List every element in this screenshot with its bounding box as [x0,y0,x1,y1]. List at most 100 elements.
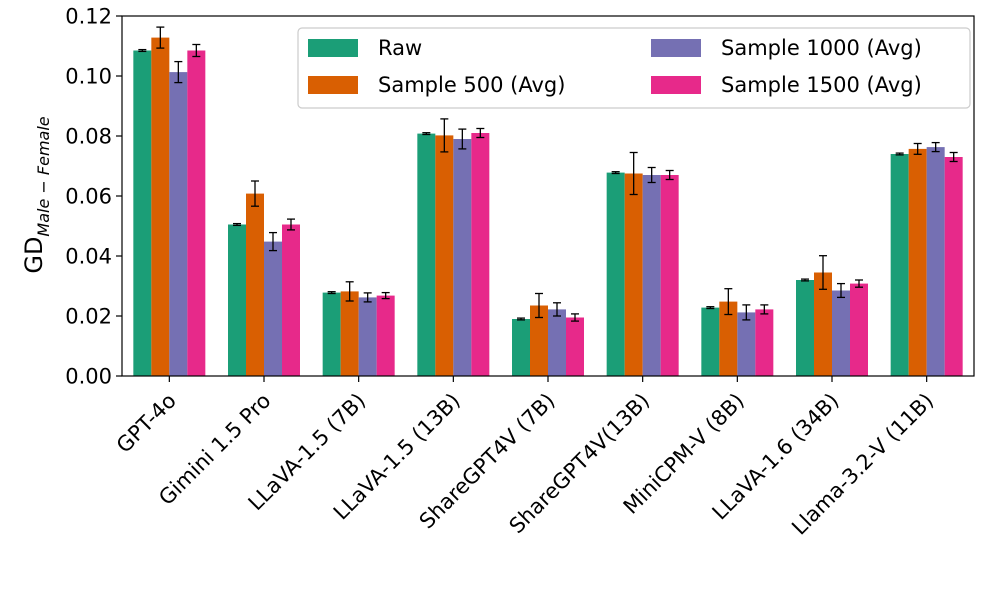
error-bar-2-1 [156,26,165,49]
error-bar-1-3 [327,291,336,295]
legend-box [297,27,971,109]
bar-3-1 [169,72,188,376]
error-bar-3-7 [742,304,751,321]
bar-4-9 [944,157,963,376]
legend-item-2: Sample 500 (Avg) [308,73,565,97]
bar-1-4 [417,133,436,376]
error-bar-1-1 [138,48,147,53]
error-bar-3-8 [837,282,845,299]
error-bar-1-8 [801,278,809,282]
bar-1-8 [796,280,814,376]
legend: Raw Sample 500 (Avg) Sample 1000 (Avg) Samp… [297,27,971,109]
y-axis-ticks: 0.00 0.02 0.04 0.06 0.08 0.10 0.12 [65,5,122,389]
error-bar-4-4 [476,127,485,139]
error-bar-3-1 [174,60,183,84]
y-axis-label-main: GD [20,237,48,274]
error-bar-3-4 [458,128,467,150]
bar-3-2 [264,241,282,376]
error-bar-1-6 [611,171,620,175]
y-tick-label: 0.04 [65,245,112,269]
legend-label: Raw [378,36,422,60]
bar-3-6 [642,175,661,376]
bar-2-3 [340,291,359,376]
bar-4-1 [187,50,206,376]
bar-2-2 [246,193,264,376]
bar-1-5 [512,319,530,376]
error-bar-1-2 [233,222,241,227]
bar-3-3 [358,297,377,376]
y-tick-label: 0.08 [65,125,112,149]
y-tick-label: 0.00 [65,365,112,389]
error-bar-2-9 [913,142,922,155]
error-bar-1-7 [706,306,715,310]
error-bar-4-1 [192,43,201,58]
bar-3-7 [737,312,756,376]
legend-swatch [308,39,358,57]
y-tick-label: 0.02 [65,305,112,329]
legend-item-1: Raw [308,36,422,60]
error-bar-2-6 [629,151,638,196]
error-bar-4-3 [381,291,390,300]
bars-layer [133,37,963,376]
legend-label: Sample 500 (Avg) [378,73,565,97]
legend-item-4: Sample 1500 (Avg) [651,73,922,97]
error-bar-2-4 [440,118,449,153]
legend-swatch [308,76,358,94]
error-bar-2-7 [724,288,733,316]
error-bar-4-6 [665,169,674,181]
y-tick-label: 0.12 [65,5,112,29]
legend-swatch [651,39,701,57]
bar-2-1 [151,37,170,376]
legend-swatch [651,76,701,94]
error-bar-3-5 [553,302,561,317]
error-bar-3-9 [931,141,940,153]
bar-3-5 [548,309,566,376]
x-tick-label: GPT-4o [112,389,181,458]
bar-1-6 [606,172,625,376]
legend-item-3: Sample 1000 (Avg) [651,36,922,60]
error-bar-4-7 [760,304,769,315]
bar-3-8 [832,290,850,376]
error-bar-3-6 [647,166,656,184]
y-tick-label: 0.10 [65,65,112,89]
bar-4-7 [755,309,774,376]
error-bar-1-5 [517,317,525,321]
error-bar-4-5 [571,313,579,322]
bar-4-2 [282,224,300,376]
error-bar-4-2 [287,218,295,231]
errorbars-layer [138,26,958,322]
bar-1-1 [133,50,152,376]
bar-2-6 [624,173,643,376]
error-bar-2-3 [345,281,354,302]
bar-1-7 [701,307,720,376]
error-bar-1-9 [895,152,904,156]
bar-4-5 [566,317,584,376]
y-tick-label: 0.06 [65,185,112,209]
bar-3-9 [926,147,945,376]
bar-4-3 [376,295,395,376]
bar-2-4 [435,135,454,376]
error-bar-2-2 [251,180,259,207]
bar-2-5 [530,305,548,376]
error-bar-4-9 [949,151,958,163]
bar-2-8 [814,272,832,376]
bar-1-2 [228,224,246,376]
bar-4-6 [660,175,679,376]
bar-1-9 [890,154,909,376]
bar-4-8 [850,283,868,376]
error-bar-1-4 [422,132,431,136]
y-axis-label: GDMale − Female [20,116,53,273]
bar-3-4 [453,139,472,376]
legend-label: Sample 1500 (Avg) [721,73,922,97]
bar-2-7 [719,301,738,376]
bar-2-9 [908,148,927,376]
bar-1-3 [322,292,341,376]
error-bar-3-2 [269,231,277,252]
error-bar-2-5 [535,292,543,319]
bar-4-4 [471,133,490,376]
error-bar-3-3 [363,292,372,303]
legend-label: Sample 1000 (Avg) [721,36,922,60]
error-bar-2-8 [819,255,827,290]
y-axis-label-subscript: Male − Female [34,116,53,236]
